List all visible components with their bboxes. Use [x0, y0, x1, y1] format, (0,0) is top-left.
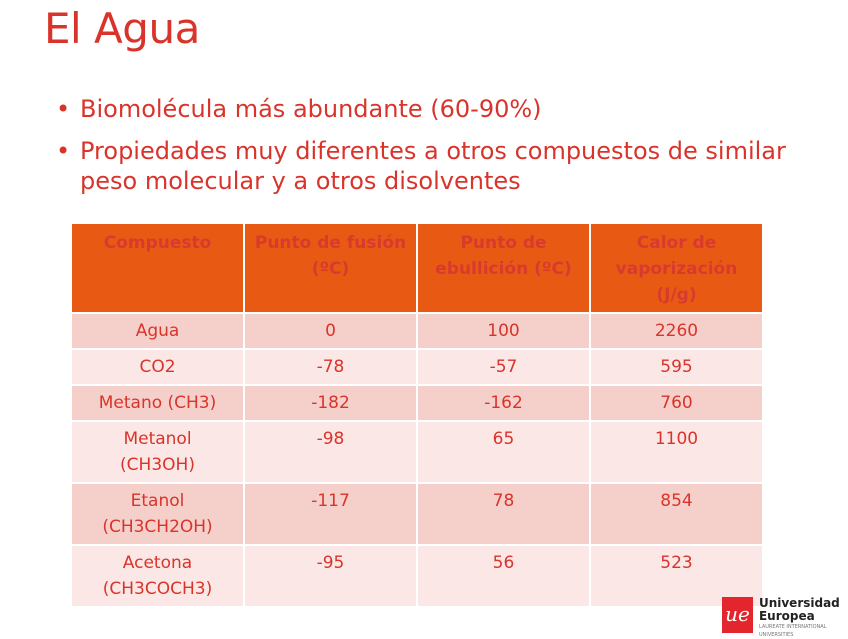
cell-compound: Metano (CH3) — [70, 384, 245, 422]
cell-boiling: 65 — [416, 420, 591, 484]
university-logo: ue Universidad Europea LAUREATE INTERNATIO… — [722, 597, 848, 639]
header-compuesto: Compuesto — [70, 222, 245, 314]
cell-fusion: -182 — [243, 384, 418, 422]
header-vaporizacion: Calor de vaporización (J/g) — [589, 222, 764, 314]
cell-heat: 760 — [589, 384, 764, 422]
cell-fusion: 0 — [243, 312, 418, 350]
cell-heat: 595 — [589, 348, 764, 386]
cell-heat: 1100 — [589, 420, 764, 484]
bullet-item: • Biomolécula más abundante (60-90%) — [56, 94, 796, 124]
cell-boiling: -162 — [416, 384, 591, 422]
cell-fusion: -95 — [243, 544, 418, 608]
logo-name: Europea — [758, 609, 815, 623]
table-header-row: Compuesto Punto de fusión (ºC) Punto de … — [70, 222, 764, 314]
table-row: Agua 0 100 2260 — [70, 312, 764, 350]
cell-boiling: 100 — [416, 312, 591, 350]
table-row: CO2 -78 -57 595 — [70, 348, 764, 386]
slide-title: El Agua — [44, 4, 200, 53]
bullet-icon: • — [56, 95, 71, 123]
cell-heat: 523 — [589, 544, 764, 608]
cell-fusion: -117 — [243, 482, 418, 546]
table-row: Acetona (CH3COCH3) -95 56 523 — [70, 544, 764, 608]
bullet-list: • Biomolécula más abundante (60-90%) • Pro… — [56, 94, 796, 208]
cell-boiling: 78 — [416, 482, 591, 546]
cell-heat: 2260 — [589, 312, 764, 350]
cell-compound: Etanol (CH3CH2OH) — [70, 482, 245, 546]
table-row: Metanol (CH3OH) -98 65 1100 — [70, 420, 764, 484]
cell-compound: Metanol (CH3OH) — [70, 420, 245, 484]
table-row: Etanol (CH3CH2OH) -117 78 854 — [70, 482, 764, 546]
logo-tagline: LAUREATE INTERNATIONAL UNIVERSITIES — [758, 624, 827, 638]
bullet-item: • Propiedades muy diferentes a otros comp… — [56, 136, 796, 196]
header-ebullicion: Punto de ebullición (ºC) — [416, 222, 591, 314]
cell-boiling: 56 — [416, 544, 591, 608]
cell-fusion: -98 — [243, 420, 418, 484]
ue-logo-icon: ue — [722, 597, 753, 633]
cell-compound: CO2 — [70, 348, 245, 386]
cell-fusion: -78 — [243, 348, 418, 386]
cell-boiling: -57 — [416, 348, 591, 386]
header-fusion: Punto de fusión (ºC) — [243, 222, 418, 314]
table-row: Metano (CH3) -182 -162 760 — [70, 384, 764, 422]
bullet-text: Biomolécula más abundante (60-90%) — [80, 95, 542, 123]
bullet-text: Propiedades muy diferentes a otros compu… — [80, 137, 786, 195]
cell-compound: Acetona (CH3COCH3) — [70, 544, 245, 608]
cell-compound: Agua — [70, 312, 245, 350]
cell-heat: 854 — [589, 482, 764, 546]
bullet-icon: • — [56, 137, 71, 165]
logo-name: Universidad — [758, 596, 840, 610]
properties-table: Compuesto Punto de fusión (ºC) Punto de … — [70, 222, 764, 608]
